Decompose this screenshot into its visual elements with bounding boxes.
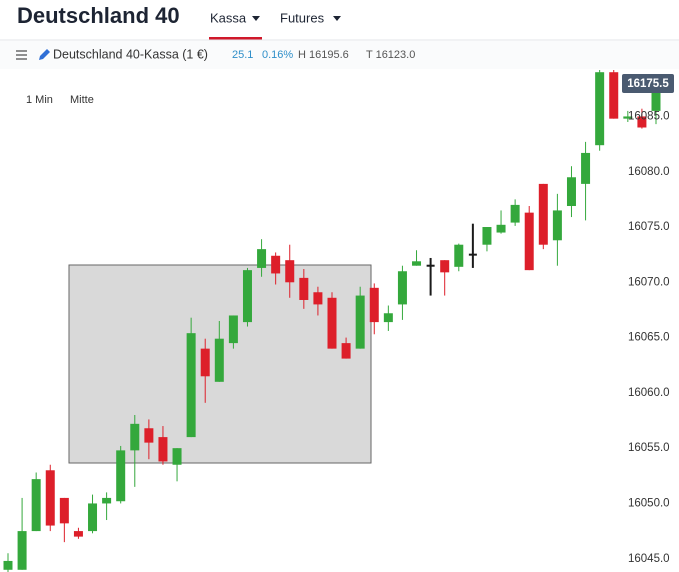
candle-body	[3, 560, 13, 570]
candle-body	[566, 177, 576, 207]
candle-body	[383, 313, 393, 323]
candle-body	[186, 333, 196, 438]
candle-body	[271, 255, 281, 274]
tab-kassa[interactable]: Kassa	[210, 10, 247, 25]
y-axis: 16045.0 16050.0 16055.0 16060.0 16065.0 16070…	[628, 110, 670, 564]
candle-body	[581, 152, 591, 184]
y-tick-label: 16065.0	[628, 332, 670, 344]
candle-body	[299, 277, 309, 300]
candle-body	[397, 271, 407, 305]
day-low: T 16123.0	[366, 49, 415, 61]
y-tick-label: 16050.0	[628, 497, 670, 509]
candle-body	[200, 348, 210, 377]
y-tick-label: 16075.0	[628, 221, 670, 233]
price-tag-box	[622, 74, 674, 93]
y-tick-label: 16055.0	[628, 442, 670, 454]
candle-body	[17, 531, 27, 570]
interval[interactable]: 1 Min	[26, 94, 53, 106]
y-tick-label: 16045.0	[628, 553, 670, 565]
edit-icon[interactable]	[39, 49, 50, 60]
candle-body	[285, 260, 295, 283]
candle-body	[242, 270, 252, 323]
candle-body	[623, 116, 633, 119]
candle-body	[637, 116, 647, 128]
page-title: Deutschland 40	[17, 3, 180, 28]
tab-caret	[252, 16, 260, 21]
candle-body	[440, 260, 450, 273]
candle-body	[341, 343, 351, 359]
candle-body	[88, 503, 98, 532]
y-tick-label: 16085.0	[628, 110, 670, 122]
candle-body	[313, 292, 323, 305]
candle-body	[426, 264, 435, 267]
candle-body	[482, 227, 492, 245]
candle-body	[102, 497, 112, 504]
candle-body	[609, 72, 619, 119]
candle-body	[510, 204, 520, 223]
candle-body	[496, 224, 506, 233]
candle-body	[257, 249, 267, 268]
candle-body	[228, 315, 238, 344]
header-bar	[0, 0, 679, 40]
change-pct: 0.16%	[262, 49, 293, 61]
day-high: H 16195.6	[298, 49, 349, 61]
price-tag: 16175.5	[627, 78, 669, 90]
tab-caret	[333, 16, 341, 21]
candle-body	[369, 287, 379, 323]
toolbar	[0, 41, 679, 69]
candle-body	[214, 338, 224, 382]
candle-body	[172, 448, 182, 465]
menu-icon[interactable]	[16, 50, 27, 60]
candle-body	[130, 423, 140, 451]
candle-body	[651, 89, 661, 111]
tab-underline	[209, 37, 262, 40]
change: 25.1	[232, 49, 253, 61]
candle-body	[454, 244, 464, 267]
y-tick-label: 16080.0	[628, 166, 670, 178]
candle-body	[524, 212, 534, 271]
plot	[3, 70, 661, 572]
candle-body	[595, 72, 605, 146]
candle-body	[552, 210, 562, 241]
candle-body	[355, 295, 365, 349]
instrument-name: Deutschland 40-Kassa (1 €)	[53, 47, 208, 61]
candle-body	[144, 428, 154, 443]
candle-body	[468, 253, 477, 256]
candle-body	[45, 470, 55, 526]
candle-body	[31, 479, 41, 532]
candle-body	[538, 183, 548, 245]
tab-futures[interactable]: Futures	[280, 10, 325, 25]
candle-body	[412, 261, 422, 266]
candle-body	[158, 437, 168, 462]
price-mode[interactable]: Mitte	[70, 94, 94, 106]
y-tick-label: 16070.0	[628, 276, 670, 288]
candle-body	[116, 450, 126, 502]
candle-body	[73, 531, 83, 537]
candle-body	[327, 297, 337, 349]
y-tick-label: 16060.0	[628, 387, 670, 399]
candle-body	[59, 497, 69, 524]
